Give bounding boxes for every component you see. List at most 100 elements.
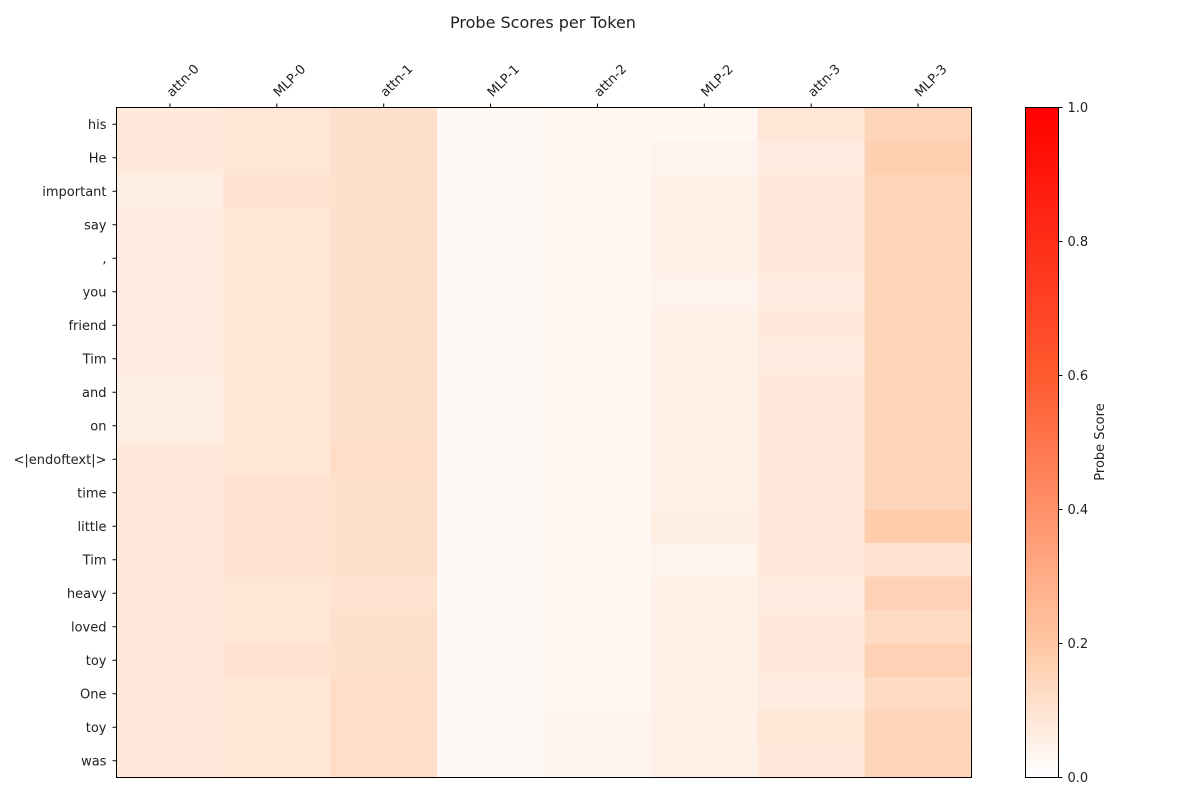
heatmap-cell bbox=[757, 208, 866, 243]
row-label: He bbox=[89, 151, 107, 166]
heatmap-cell bbox=[330, 442, 438, 477]
heatmap-cell bbox=[437, 610, 545, 645]
row-label: friend bbox=[68, 319, 106, 334]
heatmap-cell bbox=[757, 476, 866, 511]
heatmap-cell bbox=[757, 241, 866, 276]
heatmap-cell bbox=[864, 610, 973, 645]
heatmap-cell bbox=[864, 275, 973, 310]
heatmap-cell bbox=[864, 174, 973, 209]
heatmap-cell bbox=[116, 710, 224, 745]
heatmap-cell bbox=[544, 342, 652, 377]
colorbar-label: Probe Score bbox=[1093, 403, 1108, 480]
heatmap-cell bbox=[757, 275, 866, 310]
heatmap-cell bbox=[116, 476, 224, 511]
colorbar-tick-label: 0.4 bbox=[1068, 503, 1089, 518]
heatmap-cell bbox=[437, 744, 545, 779]
heatmap-cell bbox=[116, 342, 224, 377]
heatmap-cell bbox=[330, 174, 438, 209]
heatmap-cell bbox=[330, 476, 438, 511]
heatmap-cell bbox=[757, 509, 866, 544]
row-label: toy bbox=[86, 721, 107, 736]
heatmap-cell bbox=[116, 576, 224, 611]
heatmap-cell bbox=[650, 710, 759, 745]
heatmap-cell bbox=[544, 308, 652, 343]
heatmap-cell bbox=[864, 409, 973, 444]
heatmap-cell bbox=[544, 141, 652, 176]
heatmap-cell bbox=[116, 442, 224, 477]
heatmap-cell bbox=[116, 543, 224, 578]
heatmap-cell bbox=[330, 107, 438, 142]
heatmap-cell bbox=[757, 107, 866, 142]
heatmap-cell bbox=[757, 677, 866, 712]
heatmap-cell bbox=[650, 442, 759, 477]
row-label: time bbox=[77, 486, 106, 501]
row-label: and bbox=[82, 386, 106, 401]
heatmap-cell bbox=[544, 576, 652, 611]
colorbar-tick-label: 0.6 bbox=[1068, 369, 1089, 384]
heatmap-cell bbox=[544, 610, 652, 645]
heatmap-cell bbox=[223, 543, 331, 578]
heatmap-cell bbox=[757, 543, 866, 578]
row-label: One bbox=[80, 687, 106, 702]
column-label: attn-3 bbox=[805, 62, 843, 100]
row-label: , bbox=[102, 252, 106, 267]
heatmap-cell bbox=[437, 141, 545, 176]
heatmap-cell bbox=[330, 409, 438, 444]
heatmap-cell bbox=[116, 677, 224, 712]
heatmap-cell bbox=[544, 643, 652, 678]
heatmap-cell bbox=[116, 275, 224, 310]
heatmap-cell bbox=[437, 476, 545, 511]
heatmap-cell bbox=[544, 710, 652, 745]
heatmap-cell bbox=[223, 677, 331, 712]
row-label: important bbox=[42, 185, 106, 200]
heatmap-cell bbox=[864, 308, 973, 343]
heatmap-cell bbox=[223, 342, 331, 377]
heatmap-cell bbox=[544, 174, 652, 209]
heatmap-cell bbox=[650, 275, 759, 310]
heatmap-cell bbox=[330, 610, 438, 645]
heatmap-cell bbox=[757, 409, 866, 444]
heatmap-cell bbox=[757, 576, 866, 611]
heatmap-cell bbox=[864, 241, 973, 276]
heatmap-cell bbox=[116, 308, 224, 343]
heatmap-cell bbox=[116, 509, 224, 544]
heatmap-cell bbox=[223, 208, 331, 243]
heatmap-cell bbox=[864, 576, 973, 611]
heatmap-cell bbox=[223, 442, 331, 477]
heatmap-cell bbox=[864, 509, 973, 544]
heatmap-cell bbox=[437, 375, 545, 410]
row-label: his bbox=[88, 118, 107, 133]
column-label: attn-2 bbox=[592, 62, 630, 100]
heatmap-cell bbox=[437, 543, 545, 578]
heatmap-cell bbox=[757, 308, 866, 343]
heatmap-cell bbox=[757, 141, 866, 176]
column-label: attn-1 bbox=[378, 62, 416, 100]
colorbar-ticks: 0.0 0.2 0.4 0.6 0.8 1.0 bbox=[1058, 101, 1089, 786]
chart-title: Probe Scores per Token bbox=[450, 13, 636, 32]
heatmap-cell bbox=[437, 241, 545, 276]
heatmap-cell bbox=[437, 308, 545, 343]
heatmap-cell bbox=[116, 241, 224, 276]
heatmap-cell bbox=[757, 643, 866, 678]
heatmap-cell bbox=[330, 677, 438, 712]
heatmap-cell bbox=[223, 275, 331, 310]
heatmap-cell bbox=[864, 107, 973, 142]
row-label: little bbox=[77, 520, 106, 535]
column-label: MLP-3 bbox=[912, 62, 950, 100]
heatmap-cell bbox=[650, 476, 759, 511]
heatmap-cell bbox=[864, 342, 973, 377]
heatmap-cell bbox=[544, 241, 652, 276]
heatmap-cell bbox=[330, 275, 438, 310]
heatmap-cell bbox=[544, 476, 652, 511]
heatmap-cell bbox=[223, 476, 331, 511]
heatmap-cell bbox=[650, 509, 759, 544]
heatmap-cell bbox=[437, 576, 545, 611]
heatmap-cell bbox=[544, 107, 652, 142]
heatmap-cell bbox=[330, 543, 438, 578]
colorbar-tick-label: 0.0 bbox=[1068, 771, 1089, 786]
row-label: toy bbox=[86, 654, 107, 669]
heatmap-cell bbox=[650, 643, 759, 678]
heatmap-cell bbox=[544, 275, 652, 310]
heatmap-cell bbox=[330, 241, 438, 276]
